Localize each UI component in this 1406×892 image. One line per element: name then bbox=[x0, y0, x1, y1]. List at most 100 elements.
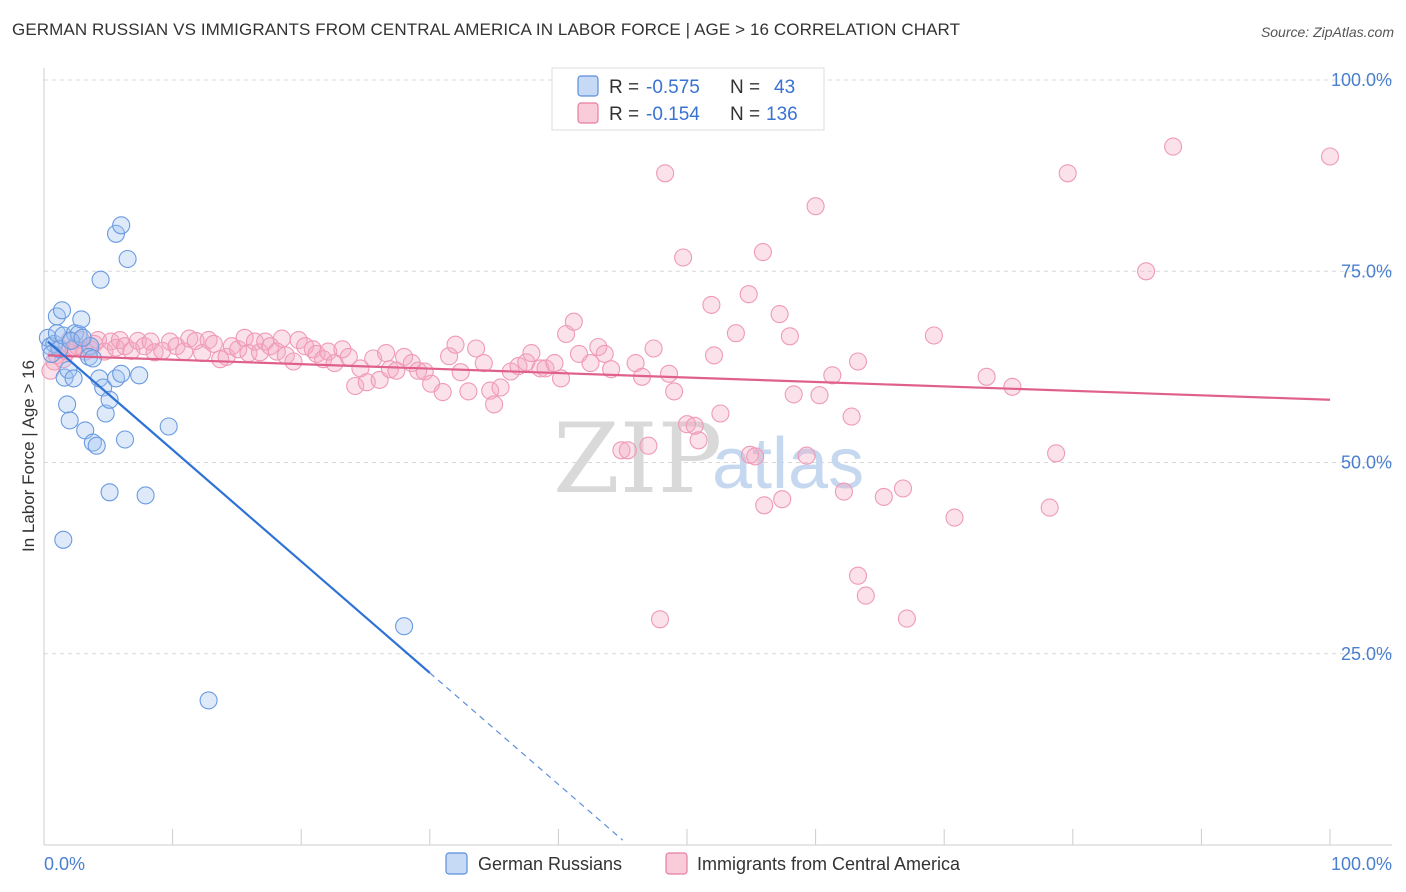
immigrants-point-100 bbox=[650, 610, 670, 629]
german-russians-point-6 bbox=[52, 301, 72, 320]
y-tick-label-75: 75.0% bbox=[1341, 261, 1392, 281]
immigrants-point-69 bbox=[433, 383, 452, 402]
german-russians-point-39 bbox=[395, 617, 414, 636]
immigrants-point-52 bbox=[319, 342, 338, 361]
immigrants-point-99 bbox=[644, 339, 663, 358]
immigrants-point-94 bbox=[612, 441, 631, 460]
source-credit: Source: ZipAtlas.com bbox=[1260, 24, 1394, 40]
legend-r-value-2: -0.154 bbox=[646, 104, 700, 125]
watermark: ZIP atlas bbox=[553, 403, 864, 515]
immigrants-point-21 bbox=[135, 337, 154, 356]
legend-r-label-2: R = bbox=[609, 104, 639, 125]
german-russians-point-27 bbox=[100, 483, 119, 502]
immigrants-point-71 bbox=[446, 335, 465, 354]
german-russians-point-12 bbox=[64, 369, 83, 388]
german-russians-point-26 bbox=[100, 390, 119, 409]
y-tick-label-25: 25.0% bbox=[1341, 644, 1392, 664]
german-russians-point-30 bbox=[112, 216, 131, 235]
legend-swatch-pink bbox=[577, 102, 599, 124]
german-russians-point-31 bbox=[112, 364, 131, 383]
immigrants-point-98 bbox=[639, 436, 658, 455]
german-russians-point-33 bbox=[118, 249, 137, 269]
bottom-legend-label-immigrants: Immigrants from Central America bbox=[697, 854, 961, 874]
immigrants-point-103 bbox=[665, 382, 684, 401]
immigrants-point-129 bbox=[856, 586, 875, 605]
immigrants-point-88 bbox=[564, 312, 583, 331]
german-russians-point-25 bbox=[96, 404, 115, 423]
german-russians-point-10 bbox=[60, 411, 79, 430]
immigrants-point-139 bbox=[1058, 164, 1077, 183]
immigrants-point-127 bbox=[848, 352, 868, 371]
x-tick-label-max: 100.0% bbox=[1331, 854, 1392, 874]
immigrants-point-122 bbox=[806, 197, 825, 216]
immigrants-point-112 bbox=[739, 285, 758, 304]
immigrants-point-61 bbox=[377, 344, 396, 363]
trend-line-german-russians bbox=[47, 340, 431, 674]
legend-n-value-2: 136 bbox=[766, 104, 798, 125]
legend-box: R = -0.575 N = 43 R = -0.154 N = 136 bbox=[551, 67, 825, 131]
immigrants-point-92 bbox=[595, 344, 614, 363]
immigrants-point-36 bbox=[229, 340, 248, 359]
immigrants-point-142 bbox=[1320, 147, 1340, 166]
german-russians-point-15 bbox=[72, 310, 91, 329]
chart-title: GERMAN RUSSIAN VS IMMIGRANTS FROM CENTRA… bbox=[12, 20, 961, 39]
immigrants-point-137 bbox=[1040, 498, 1059, 517]
immigrants-point-90 bbox=[581, 354, 600, 373]
immigrants-point-126 bbox=[842, 407, 861, 426]
german-russians-point-36 bbox=[159, 417, 178, 436]
immigrants-point-118 bbox=[773, 490, 792, 509]
immigrants-point-102 bbox=[659, 364, 679, 383]
legend-n-label-2: N = bbox=[730, 104, 760, 125]
bottom-legend-label-german-russians: German Russians bbox=[478, 854, 622, 874]
immigrants-point-107 bbox=[689, 431, 708, 450]
immigrants-point-135 bbox=[977, 367, 996, 386]
immigrants-point-125 bbox=[834, 482, 853, 501]
german-russians-point-38 bbox=[199, 691, 218, 710]
trend-lines bbox=[47, 340, 1331, 841]
watermark-atlas: atlas bbox=[712, 424, 864, 504]
german-russians-point-21 bbox=[87, 436, 106, 455]
immigrants-point-93 bbox=[602, 360, 621, 379]
immigrants-point-123 bbox=[810, 386, 829, 405]
immigrants-point-115 bbox=[753, 243, 772, 262]
immigrants-point-141 bbox=[1164, 137, 1183, 156]
immigrants-point-44 bbox=[272, 329, 291, 348]
immigrants-point-110 bbox=[711, 404, 730, 423]
gridlines bbox=[44, 79, 1392, 655]
immigrants-point-121 bbox=[797, 446, 816, 465]
german-russians-point-37 bbox=[54, 530, 73, 549]
immigrants-point-62 bbox=[380, 360, 399, 379]
immigrants-point-105 bbox=[677, 415, 697, 434]
y-tick-label-50: 50.0% bbox=[1341, 453, 1392, 473]
german-russians-point-11 bbox=[59, 360, 78, 379]
immigrants-point-56 bbox=[346, 376, 365, 396]
german-russians-point-9 bbox=[58, 395, 77, 414]
immigrants-point-104 bbox=[674, 248, 693, 267]
immigrants-point-66 bbox=[409, 361, 428, 380]
immigrants-point-82 bbox=[522, 344, 541, 363]
y-tick-labels: 25.0% 50.0% 75.0% 100.0% bbox=[1331, 70, 1392, 664]
immigrants-point-120 bbox=[784, 385, 803, 404]
immigrants-point-77 bbox=[485, 395, 504, 414]
legend-swatch-blue bbox=[577, 75, 599, 97]
y-tick-label-100: 100.0% bbox=[1331, 70, 1392, 90]
immigrants-point-140 bbox=[1137, 262, 1156, 281]
immigrants-point-106 bbox=[685, 416, 704, 435]
immigrants-point-23 bbox=[145, 343, 164, 362]
trend-line-immigrants bbox=[47, 354, 1331, 401]
immigrants-point-131 bbox=[893, 479, 913, 498]
immigrants-point-111 bbox=[726, 324, 745, 343]
immigrants-point-124 bbox=[823, 366, 842, 385]
immigrants-point-128 bbox=[848, 566, 868, 585]
immigrants-point-136 bbox=[1003, 377, 1022, 396]
immigrants-point-108 bbox=[702, 295, 721, 314]
immigrants-point-17 bbox=[110, 331, 129, 350]
immigrants-point-117 bbox=[770, 305, 789, 324]
immigrants-point-32 bbox=[204, 334, 223, 353]
immigrants-point-85 bbox=[545, 354, 564, 373]
x-axis-ticks bbox=[172, 829, 1331, 845]
series-immigrants-central-america bbox=[41, 137, 1340, 629]
german-russians-point-5 bbox=[47, 307, 66, 326]
immigrants-point-91 bbox=[589, 337, 608, 357]
